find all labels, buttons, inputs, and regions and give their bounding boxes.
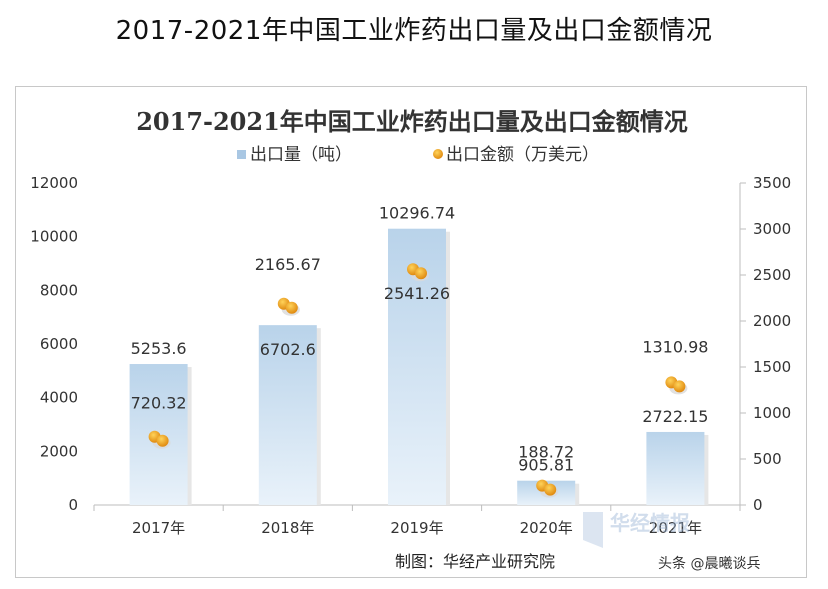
dot-series xyxy=(148,263,688,498)
watermark-logo-mark xyxy=(583,512,603,548)
x-tick-label: 2017年 xyxy=(132,519,185,537)
y-left-tick-label: 6000 xyxy=(40,335,78,353)
bar-value-label: 10296.74 xyxy=(379,204,455,223)
bar xyxy=(258,325,317,505)
y-left-tick-label: 8000 xyxy=(40,281,78,299)
y-left-tick-label: 12000 xyxy=(30,174,78,192)
y-right-tick-label: 0 xyxy=(753,496,763,514)
legend-bar-swatch xyxy=(237,150,246,159)
dot-value-label: 188.72 xyxy=(518,443,574,462)
bar-value-label: 2722.15 xyxy=(642,407,708,426)
bar xyxy=(646,431,705,505)
x-tick-label: 2020年 xyxy=(520,519,573,537)
page-title: 2017-2021年中国工业炸药出口量及出口金额情况 xyxy=(115,16,713,46)
dot xyxy=(415,267,427,280)
dot-value-label: 2165.67 xyxy=(255,255,321,274)
watermark-source: 头条 @晨曦谈兵 xyxy=(658,555,760,572)
dot-value-label: 2541.26 xyxy=(384,284,450,303)
watermark-logo: 华经情报 xyxy=(583,511,690,548)
y-left-tick-label: 0 xyxy=(68,496,78,514)
x-tick-label: 2021年 xyxy=(649,519,702,537)
dot xyxy=(673,380,686,393)
y-axis-left-ticks: 0 2000 4000 6000 8000 10000 12000 xyxy=(30,174,78,514)
y-right-tick-label: 1000 xyxy=(753,404,791,422)
dot xyxy=(156,434,169,447)
credit-text: 制图：华经产业研究院 xyxy=(395,552,555,571)
bar-value-label: 5253.6 xyxy=(131,339,187,358)
bar-value-label: 6702.6 xyxy=(260,340,316,359)
y-axis-right-ticks: 0 500 1000 1500 2000 2500 3000 3500 xyxy=(740,174,791,514)
legend-label-value: 出口金额（万美元） xyxy=(446,145,599,165)
dot xyxy=(285,301,298,314)
data-labels: 5253.6 6702.6 10296.74 905.81 2722.15 720.32 2… xyxy=(131,204,709,475)
watermark-logo-text: 华经情报 xyxy=(610,511,690,535)
chart-title: 2017-2021年中国工业炸药出口量及出口金额情况 xyxy=(136,107,688,136)
y-right-tick-label: 2000 xyxy=(753,312,791,330)
bar-value-label: 905.81 xyxy=(518,456,574,475)
legend-dot-swatch xyxy=(433,149,443,159)
y-right-tick-label: 1500 xyxy=(753,358,791,376)
y-right-tick-label: 2500 xyxy=(753,266,791,284)
dot xyxy=(544,483,557,496)
dot-value-label: 1310.98 xyxy=(642,337,708,356)
x-axis-ticks: 2017年 2018年 2019年 2020年 2021年 xyxy=(93,505,741,537)
legend-label-volume: 出口量（吨） xyxy=(250,145,352,165)
x-tick-label: 2019年 xyxy=(390,519,443,537)
y-right-tick-label: 3500 xyxy=(753,174,791,192)
x-tick-label: 2018年 xyxy=(261,519,314,537)
y-left-tick-label: 10000 xyxy=(30,228,78,246)
legend: 出口量（吨） 出口金额（万美元） xyxy=(237,145,599,165)
y-left-tick-label: 4000 xyxy=(40,389,78,407)
y-right-tick-label: 500 xyxy=(753,450,782,468)
y-left-tick-label: 2000 xyxy=(40,442,78,460)
y-right-tick-label: 3000 xyxy=(753,220,791,238)
dot-value-label: 720.32 xyxy=(131,394,187,413)
